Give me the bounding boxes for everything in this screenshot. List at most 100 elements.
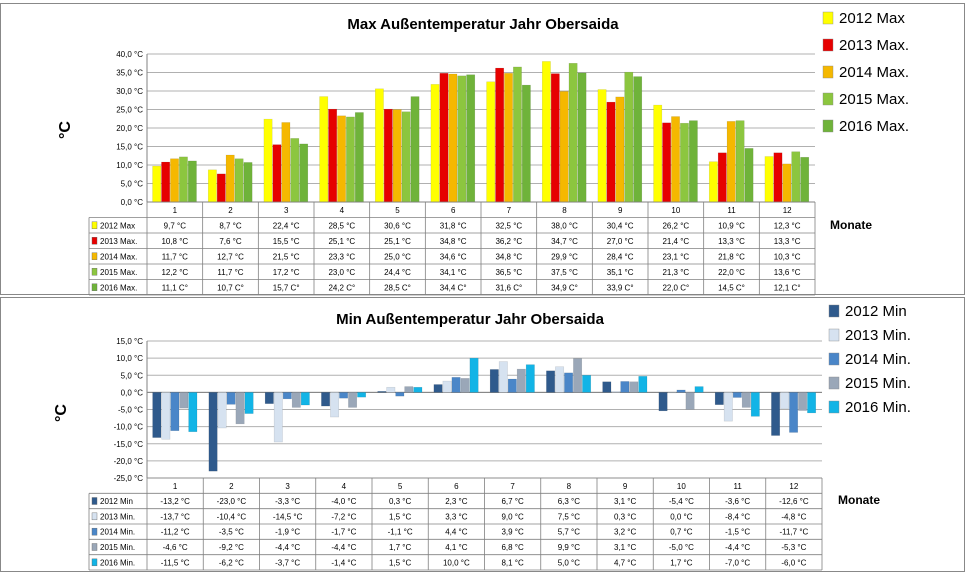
max-bar [225, 154, 235, 203]
min-bar [685, 392, 695, 410]
min-data-label: 2,3 °C [445, 497, 468, 506]
min-bar [395, 392, 405, 397]
max-bar [708, 161, 718, 203]
max-bar [800, 156, 810, 203]
max-data-label: 13,6 °C [774, 268, 801, 277]
min-data-label: 4,4 °C [445, 528, 468, 537]
max-bar [486, 81, 496, 203]
min-bar [676, 389, 686, 393]
max-bar [346, 116, 355, 203]
max-bar [179, 156, 188, 203]
max-bar [272, 144, 282, 203]
max-bar [606, 101, 616, 203]
min-data-label: -6,2 °C [219, 558, 244, 567]
min-bar [780, 392, 790, 410]
min-legend-swatch [828, 304, 840, 318]
max-x-tick-label: 10 [671, 206, 680, 215]
min-data-label: 1,7 °C [670, 558, 693, 567]
min-bar [300, 392, 310, 406]
min-data-label: -12,6 °C [779, 497, 809, 506]
min-bar [179, 392, 189, 409]
max-bar [207, 169, 217, 203]
min-data-label: 4,1 °C [445, 543, 468, 552]
max-data-label: 25,1 °C [384, 237, 411, 246]
max-x-tick-label: 11 [727, 206, 736, 215]
max-bar [773, 152, 783, 203]
max-data-label: 30,6 °C [384, 221, 411, 230]
max-data-label: 37,5 °C [551, 268, 578, 277]
max-legend-label: 2016 Max. [839, 118, 909, 135]
min-data-label: -6,0 °C [781, 558, 806, 567]
max-data-label: 34,8 °C [495, 252, 522, 261]
max-data-label: 10,7 C° [217, 283, 244, 292]
min-bar [629, 381, 639, 393]
min-bar [658, 392, 668, 412]
min-bar [170, 392, 180, 431]
max-legend-swatch [822, 92, 834, 106]
max-y-axis-label: °C [57, 121, 74, 139]
min-data-label: 6,7 °C [501, 497, 524, 506]
max-x-tick-label: 2 [228, 206, 233, 215]
min-bar [264, 392, 274, 404]
min-data-label: 1,5 °C [389, 558, 412, 567]
min-data-label: 0,3 °C [614, 512, 637, 521]
min-x-tick-label: 12 [789, 482, 798, 491]
min-bar [732, 392, 742, 398]
max-y-tick-label: 0,0 °C [121, 198, 144, 207]
min-data-label: -4,8 °C [781, 512, 806, 521]
max-legend-swatch [822, 38, 834, 52]
min-legend-label: 2014 Min. [845, 351, 911, 368]
max-bar [448, 73, 458, 203]
min-table-legend-key [91, 558, 98, 567]
min-bar [404, 386, 414, 393]
min-y-tick-label: -10,0 °C [114, 423, 144, 432]
max-bar [216, 173, 226, 203]
max-table-series-name: 2012 Max [100, 221, 135, 230]
max-bar [392, 109, 402, 203]
max-legend-swatch [822, 11, 834, 25]
max-data-label: 34,1 °C [440, 268, 467, 277]
max-bar [328, 108, 338, 203]
min-data-label: 3,2 °C [614, 528, 637, 537]
min-data-label: -3,6 °C [725, 497, 750, 506]
max-bar [319, 96, 329, 203]
max-data-label: 9,7 °C [164, 221, 187, 230]
max-x-tick-label: 8 [562, 206, 567, 215]
min-y-axis-label: °C [53, 404, 70, 422]
max-bar [680, 122, 689, 203]
max-legend-label: 2014 Max. [839, 64, 909, 81]
max-x-tick-label: 9 [618, 206, 623, 215]
max-table-series-name: 2016 Max. [100, 283, 137, 292]
min-bar [555, 366, 565, 393]
min-data-label: 3,1 °C [614, 543, 637, 552]
min-bar [217, 392, 227, 429]
max-data-label: 25,0 °C [384, 252, 411, 261]
min-data-label: -3,3 °C [275, 497, 300, 506]
min-bar [161, 392, 171, 440]
max-bar [735, 120, 745, 203]
min-bar [798, 392, 808, 411]
max-x-tick-label: 3 [284, 206, 289, 215]
max-data-label: 34,6 °C [440, 252, 467, 261]
min-x-tick-label: 7 [510, 482, 515, 491]
min-data-label: -1,4 °C [331, 558, 356, 567]
min-data-label: -5,4 °C [669, 497, 694, 506]
max-bar [541, 61, 551, 203]
min-data-label: 3,1 °C [614, 497, 637, 506]
min-legend-label: 2016 Min. [845, 399, 911, 416]
min-data-label: -9,2 °C [219, 543, 244, 552]
max-data-label: 17,2 °C [273, 268, 300, 277]
min-bar [386, 386, 396, 393]
max-data-label: 31,6 C° [495, 283, 522, 292]
min-y-tick-label: -25,0 °C [114, 474, 144, 483]
min-y-tick-label: 5,0 °C [121, 371, 144, 380]
max-data-label: 12,3 °C [774, 221, 801, 230]
min-y-tick-label: -15,0 °C [114, 440, 144, 449]
max-data-label: 36,5 °C [495, 268, 522, 277]
max-bar [615, 96, 625, 203]
max-bar [337, 115, 346, 203]
max-data-label: 21,8 °C [718, 252, 745, 261]
min-legend-swatch [828, 400, 840, 414]
max-data-label: 28,5 °C [328, 221, 355, 230]
